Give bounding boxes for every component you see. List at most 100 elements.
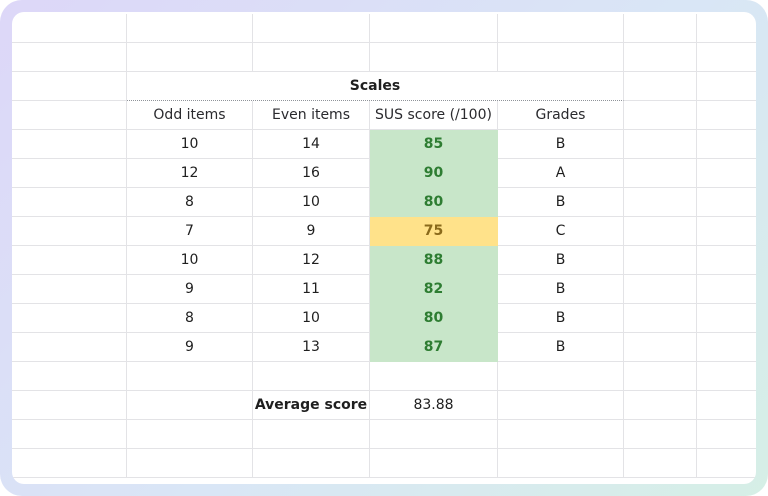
cell-even-items[interactable]: 14 [253, 130, 370, 159]
cell-odd-items[interactable]: 10 [127, 246, 253, 275]
empty-cell[interactable] [12, 14, 127, 43]
empty-cell[interactable] [12, 304, 127, 333]
empty-cell[interactable] [498, 43, 624, 72]
empty-cell[interactable] [498, 449, 624, 478]
empty-cell[interactable] [697, 101, 756, 130]
empty-cell[interactable] [12, 333, 127, 362]
cell-sus-score[interactable]: 75 [370, 217, 498, 246]
empty-cell[interactable] [624, 101, 697, 130]
cell-grade[interactable]: B [498, 275, 624, 304]
empty-cell[interactable] [12, 217, 127, 246]
empty-cell[interactable] [697, 130, 756, 159]
empty-cell[interactable] [624, 43, 697, 72]
empty-cell[interactable] [697, 246, 756, 275]
empty-cell[interactable] [624, 304, 697, 333]
cell-odd-items[interactable]: 9 [127, 333, 253, 362]
cell-odd-items[interactable]: 8 [127, 304, 253, 333]
empty-cell[interactable] [697, 420, 756, 449]
cell-sus-score[interactable]: 88 [370, 246, 498, 275]
empty-cell[interactable] [624, 275, 697, 304]
header-even-items[interactable]: Even items [253, 101, 370, 130]
cell-grade[interactable]: B [498, 304, 624, 333]
empty-cell[interactable] [624, 188, 697, 217]
cell-sus-score[interactable]: 85 [370, 130, 498, 159]
header-grades[interactable]: Grades [498, 101, 624, 130]
empty-cell[interactable] [697, 391, 756, 420]
header-sus-score[interactable]: SUS score (/100) [370, 101, 498, 130]
empty-cell[interactable] [370, 449, 498, 478]
empty-cell[interactable] [624, 362, 697, 391]
cell-sus-score[interactable]: 90 [370, 159, 498, 188]
cell-grade[interactable]: B [498, 333, 624, 362]
empty-cell[interactable] [624, 420, 697, 449]
empty-cell[interactable] [127, 362, 253, 391]
empty-cell[interactable] [697, 275, 756, 304]
empty-cell[interactable] [253, 449, 370, 478]
empty-cell[interactable] [12, 391, 127, 420]
empty-cell[interactable] [127, 449, 253, 478]
empty-cell[interactable] [498, 420, 624, 449]
empty-cell[interactable] [370, 43, 498, 72]
empty-cell[interactable] [697, 14, 756, 43]
empty-cell[interactable] [127, 43, 253, 72]
empty-cell[interactable] [127, 420, 253, 449]
sheet-title[interactable]: Scales [127, 72, 624, 101]
empty-cell[interactable] [12, 420, 127, 449]
empty-cell[interactable] [498, 362, 624, 391]
empty-cell[interactable] [697, 333, 756, 362]
empty-cell[interactable] [697, 188, 756, 217]
cell-even-items[interactable]: 16 [253, 159, 370, 188]
cell-even-items[interactable]: 12 [253, 246, 370, 275]
empty-cell[interactable] [697, 217, 756, 246]
cell-odd-items[interactable]: 12 [127, 159, 253, 188]
empty-cell[interactable] [253, 14, 370, 43]
empty-cell[interactable] [697, 72, 756, 101]
cell-even-items[interactable]: 10 [253, 188, 370, 217]
empty-cell[interactable] [370, 420, 498, 449]
cell-odd-items[interactable]: 7 [127, 217, 253, 246]
empty-cell[interactable] [370, 14, 498, 43]
empty-cell[interactable] [12, 43, 127, 72]
average-score-value[interactable]: 83.88 [370, 391, 498, 420]
empty-cell[interactable] [12, 449, 127, 478]
empty-cell[interactable] [697, 304, 756, 333]
empty-cell[interactable] [12, 246, 127, 275]
empty-cell[interactable] [697, 159, 756, 188]
empty-cell[interactable] [12, 101, 127, 130]
cell-even-items[interactable]: 11 [253, 275, 370, 304]
cell-sus-score[interactable]: 80 [370, 304, 498, 333]
empty-cell[interactable] [253, 420, 370, 449]
empty-cell[interactable] [624, 391, 697, 420]
empty-cell[interactable] [253, 362, 370, 391]
empty-cell[interactable] [253, 43, 370, 72]
empty-cell[interactable] [498, 391, 624, 420]
cell-even-items[interactable]: 9 [253, 217, 370, 246]
empty-cell[interactable] [624, 14, 697, 43]
empty-cell[interactable] [697, 449, 756, 478]
cell-odd-items[interactable]: 9 [127, 275, 253, 304]
empty-cell[interactable] [127, 391, 253, 420]
empty-cell[interactable] [697, 362, 756, 391]
cell-grade[interactable]: A [498, 159, 624, 188]
empty-cell[interactable] [624, 246, 697, 275]
empty-cell[interactable] [624, 72, 697, 101]
empty-cell[interactable] [12, 188, 127, 217]
cell-sus-score[interactable]: 82 [370, 275, 498, 304]
cell-even-items[interactable]: 10 [253, 304, 370, 333]
empty-cell[interactable] [498, 14, 624, 43]
empty-cell[interactable] [12, 130, 127, 159]
empty-cell[interactable] [12, 275, 127, 304]
empty-cell[interactable] [127, 14, 253, 43]
cell-odd-items[interactable]: 8 [127, 188, 253, 217]
empty-cell[interactable] [624, 130, 697, 159]
average-score-label[interactable]: Average score [253, 391, 370, 420]
empty-cell[interactable] [12, 159, 127, 188]
cell-sus-score[interactable]: 87 [370, 333, 498, 362]
cell-sus-score[interactable]: 80 [370, 188, 498, 217]
empty-cell[interactable] [624, 449, 697, 478]
empty-cell[interactable] [624, 333, 697, 362]
cell-grade[interactable]: C [498, 217, 624, 246]
empty-cell[interactable] [370, 362, 498, 391]
cell-grade[interactable]: B [498, 130, 624, 159]
empty-cell[interactable] [624, 217, 697, 246]
